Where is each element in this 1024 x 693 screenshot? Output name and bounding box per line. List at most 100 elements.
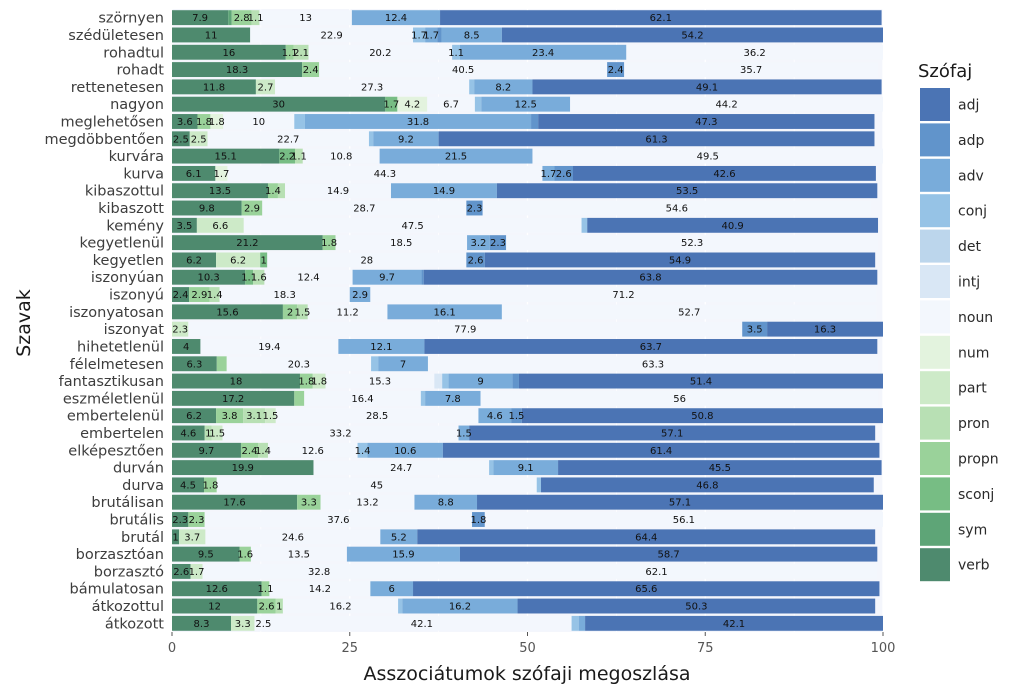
data-label-iszonyu-5: 71.2 <box>612 290 634 301</box>
row-label-embertelen: embertelen <box>80 426 164 442</box>
data-label-rohadtul-0: 16 <box>223 48 236 59</box>
data-label-rettenetesen-4: 8.2 <box>495 82 511 93</box>
bar-segment-borzasztoan-adj <box>459 546 878 562</box>
data-label-atkozottul-3: 16.2 <box>329 602 351 613</box>
data-label-szeduletesen-0: 11 <box>205 30 218 41</box>
data-label-nagyon-3: 6.7 <box>443 100 459 111</box>
data-label-kegyetlen-4: 2.6 <box>468 255 484 266</box>
bar-segment-kibaszottul-adv <box>390 183 497 199</box>
bar-segment-brutalis-propn <box>188 512 205 527</box>
data-label-kegyetlen-5: 54.9 <box>669 255 691 266</box>
data-label-embertelenul-4: 28.5 <box>366 411 388 422</box>
data-label-kemeny-1: 6.6 <box>212 221 228 232</box>
bar-segment-iszonyu-pron <box>209 287 220 302</box>
data-label-iszonyu-3: 18.3 <box>274 290 296 301</box>
data-label-durvan-4: 45.5 <box>709 463 731 474</box>
bar-segment-atkozott-noun <box>272 615 572 631</box>
bar-segment-megdobbentoen-conj <box>368 131 374 147</box>
bar-segment-rohadt-noun <box>624 62 879 78</box>
bar-segment-kurva-adv <box>542 165 555 181</box>
data-label-brutalisan-3: 8.8 <box>438 498 454 509</box>
row-label-borzasztoan: borzasztóan <box>76 547 164 563</box>
data-label-iszonyat-2: 3.5 <box>747 325 763 336</box>
data-label-szeduletesen-6: 54.2 <box>681 30 703 41</box>
data-label-fantasztikusan-2: 1.8 <box>311 377 327 388</box>
row-label-rettenetesen: rettenetesen <box>71 80 164 96</box>
bar-segment-szornyen-noun <box>259 10 352 26</box>
data-label-bamulatosan-1: 1.1 <box>258 584 274 595</box>
legend-label-propn: propn <box>958 452 999 468</box>
bar-segment-kurva-num <box>215 165 228 181</box>
bar-segment-brutal-part <box>179 529 206 545</box>
row-label-kegyetlenul: kegyetlenül <box>79 236 164 252</box>
bar-segment-kurva-adj <box>573 165 876 181</box>
bar-segment-meglehetosen-propn <box>197 114 211 129</box>
bar-segment-atkozott-adj <box>585 615 883 631</box>
data-label-kibaszott-3: 2.3 <box>467 204 483 215</box>
data-label-iszonyuan-0: 10.3 <box>197 273 219 284</box>
data-label-brutal-3: 5.2 <box>391 532 407 543</box>
bar-segment-kegyetlenul-adv <box>467 235 490 251</box>
bar-segment-brutal-noun <box>205 529 381 545</box>
bar-segment-szeduletesen-verb <box>172 27 251 43</box>
bar-segment-nagyon-noun <box>570 96 883 112</box>
bar-segment-rohadt-noun <box>319 62 608 78</box>
bar-segment-rohadtul-verb <box>172 44 286 60</box>
data-label-kegyetlenul-4: 2.3 <box>490 238 506 249</box>
bar-segment-elkepesztoen-noun <box>267 442 358 458</box>
bar-segment-szeduletesen-adp <box>437 27 442 43</box>
bar-segment-rettenetesen-part <box>255 79 276 95</box>
bar-segment-rettenetesen-adj <box>532 79 882 95</box>
bar-segment-kurvara-sconj <box>279 148 296 164</box>
data-label-borzaszto-2: 32.8 <box>308 567 330 578</box>
bar-segment-atkozottul-pron <box>275 598 283 614</box>
data-label-atkozottul-2: 1 <box>276 602 282 613</box>
data-label-kegyetlen-3: 28 <box>360 255 373 266</box>
data-label-megdobbentoen-5: 61.3 <box>645 134 667 145</box>
data-label-iszonyat-3: 16.3 <box>814 325 836 336</box>
legend-label-sconj: sconj <box>958 487 994 503</box>
row-label-eszmeletlenul: eszméletlenül <box>63 391 164 407</box>
bar-segment-rohadtul-conj <box>452 44 460 60</box>
bar-segment-brutalis-noun <box>204 512 473 527</box>
bar-segment-kemeny-verb <box>172 217 197 233</box>
data-label-kurvara-1: 2.2 <box>279 152 295 163</box>
data-label-borzasztoan-1: 1.6 <box>237 550 253 561</box>
data-label-iszonyu-4: 2.9 <box>352 290 368 301</box>
bar-segment-nagyon-num <box>397 96 428 112</box>
data-label-durvan-3: 9.1 <box>518 463 534 474</box>
row-label-rohadtul: rohadtul <box>103 45 164 61</box>
data-label-embertelenul-1: 3.8 <box>222 411 238 422</box>
legend-key-adp <box>920 123 950 157</box>
data-label-brutal-4: 64.4 <box>635 532 657 543</box>
bar-segment-kibaszottul-noun <box>285 183 391 199</box>
bar-segment-brutal-verb <box>172 529 180 545</box>
row-label-iszonyuan: iszonyúan <box>91 270 164 286</box>
bar-segment-durvan-adv <box>493 460 559 476</box>
bar-segment-elkepesztoen-conj <box>357 442 368 458</box>
row-label-brutalis: brutális <box>109 513 164 529</box>
row-label-kurva: kurva <box>123 166 164 182</box>
bar-segment-durvan-noun <box>313 460 490 476</box>
row-label-durvan: durván <box>113 461 164 477</box>
bar-segment-fantasztikusan-verb <box>172 373 300 389</box>
bar-segment-felelmetesen-adv <box>378 356 428 372</box>
legend-label-noun: noun <box>958 310 993 326</box>
data-label-borzasztoan-4: 58.7 <box>658 550 680 561</box>
bar-segment-kibaszottul-verb <box>172 183 268 199</box>
row-label-fantasztikusan: fantasztikusan <box>59 374 164 390</box>
data-label-elkepesztoen-0: 9.7 <box>199 446 215 457</box>
bar-segment-meglehetosen-conj <box>294 114 305 129</box>
data-label-brutalisan-0: 17.6 <box>223 498 245 509</box>
data-label-brutalisan-2: 13.2 <box>356 498 378 509</box>
bar-segment-kurvara-noun <box>302 148 380 164</box>
legend-label-pron: pron <box>958 416 990 432</box>
data-label-kurvara-4: 21.5 <box>445 152 467 163</box>
bar-segment-embertelen-adj <box>469 425 876 441</box>
bar-segment-embertelen-noun <box>222 425 459 441</box>
data-label-fantasztikusan-1: 1.8 <box>298 377 314 388</box>
x-tick-label: 50 <box>519 641 536 656</box>
bar-segment-borzasztoan-noun <box>250 546 347 562</box>
bar-segment-iszonyatosan-pron <box>297 304 308 320</box>
